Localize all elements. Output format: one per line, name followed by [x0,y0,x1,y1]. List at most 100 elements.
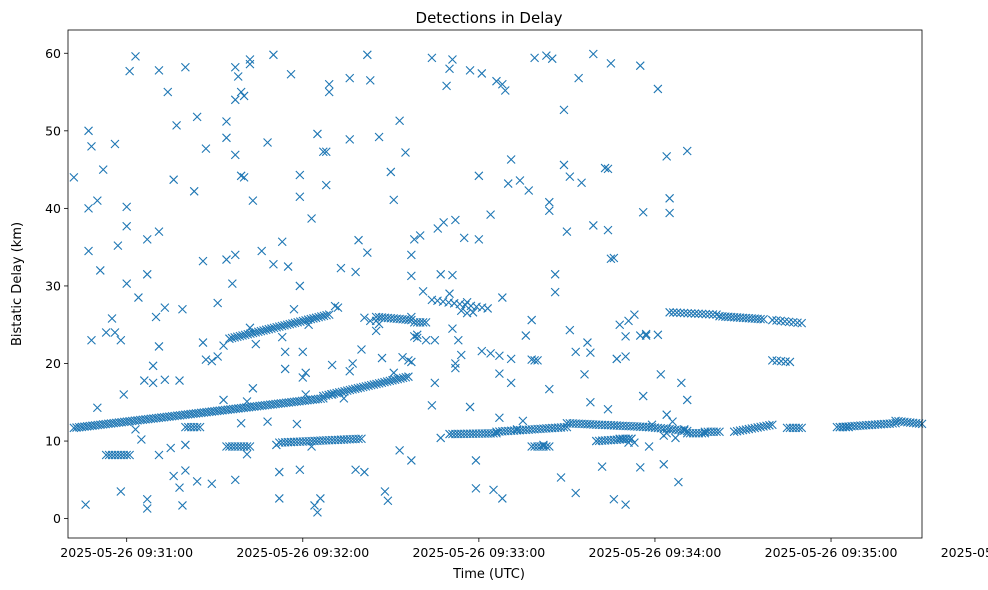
data-point-x [767,420,777,430]
data-point-x [195,422,205,432]
data-point-x [324,390,334,400]
data-point-x [259,326,268,335]
data-point-x [556,473,566,482]
data-point-x [324,79,334,89]
data-point-x [131,425,140,434]
data-point-x [84,246,93,256]
plot-frame [67,29,923,539]
data-point-x [448,324,457,333]
data-point-x [442,81,451,91]
data-point-x [274,494,284,503]
x-tick-label: 2025-05-26 09:36:00 [941,545,988,560]
data-point-x [324,87,334,97]
data-point-x [527,315,537,325]
data-point-x [280,364,290,374]
data-point-x [647,420,657,430]
data-point-x [256,326,266,336]
data-point-x [644,442,654,451]
data-point-x [263,138,272,147]
data-point-x [166,443,176,453]
data-point-x [612,354,622,364]
data-point-x [621,352,630,361]
data-point-x [374,378,384,388]
data-point-x [307,442,316,451]
data-point-x [131,51,140,61]
data-point-x [436,433,446,443]
data-point-x [353,383,363,393]
data-point-x [474,171,484,181]
data-point-x [313,129,322,139]
data-point-x [518,416,528,426]
x-tick-label: 2025-05-26 09:31:00 [60,545,193,560]
data-point-x [495,351,504,361]
data-point-x [280,321,289,330]
data-point-x [580,369,589,379]
data-point-x [251,327,261,337]
data-point-x [577,178,586,188]
data-point-x [307,214,316,223]
data-point-x [235,331,245,341]
data-point-x [283,262,293,271]
data-point-x [213,352,223,361]
data-point-x [606,254,616,264]
data-point-x [539,440,548,450]
data-point-x [497,293,507,302]
data-point-x [178,501,187,510]
data-point-x [230,95,240,105]
data-point-x [715,427,724,437]
data-point-x [242,442,252,451]
data-point-x [309,314,318,323]
data-point-x [603,225,613,235]
data-point-x [398,352,407,362]
data-point-x [668,308,678,317]
data-point-x [388,375,397,385]
data-point-x [665,307,675,317]
data-point-x [389,368,399,378]
data-point-x [295,170,305,180]
data-point-x [372,379,381,389]
data-point-x [544,197,554,207]
data-point-x [315,494,325,503]
data-point-x [253,327,263,337]
data-point-x [393,374,403,384]
data-point-x [236,171,246,181]
y-tick-label: 60 [45,46,61,61]
data-point-x [334,388,344,397]
data-point-x [330,301,340,311]
data-point-x [219,395,228,405]
data-point-x [445,289,454,299]
data-points [69,49,927,517]
data-point-x [243,329,253,339]
data-point-x [421,335,431,345]
data-point-x [251,339,261,349]
data-point-x [245,442,255,451]
chart-title: Detections in Delay [416,9,563,27]
data-point-x [227,333,237,343]
data-point-x [298,316,308,326]
data-point-x [274,467,284,477]
data-point-x [406,250,416,260]
data-point-x [298,373,308,382]
data-point-x [635,61,645,71]
data-point-x [662,152,672,161]
data-point-x [351,465,360,475]
data-point-x [565,172,575,181]
y-axis-title: Bistatic Delay (km) [10,222,25,346]
data-point-x [169,471,179,481]
data-point-x [662,428,672,438]
data-point-x [635,463,645,472]
data-point-x [151,312,161,322]
data-point-x [453,335,463,345]
data-point-x [389,195,399,205]
data-point-x [676,308,685,318]
data-point-x [712,427,721,437]
data-point-x [395,116,405,126]
data-point-x [676,378,686,388]
data-point-x [439,217,449,227]
data-point-x [547,54,557,64]
data-point-x [175,483,184,492]
data-point-x [340,386,349,396]
data-point-x [154,342,164,351]
data-point-x [477,346,487,356]
